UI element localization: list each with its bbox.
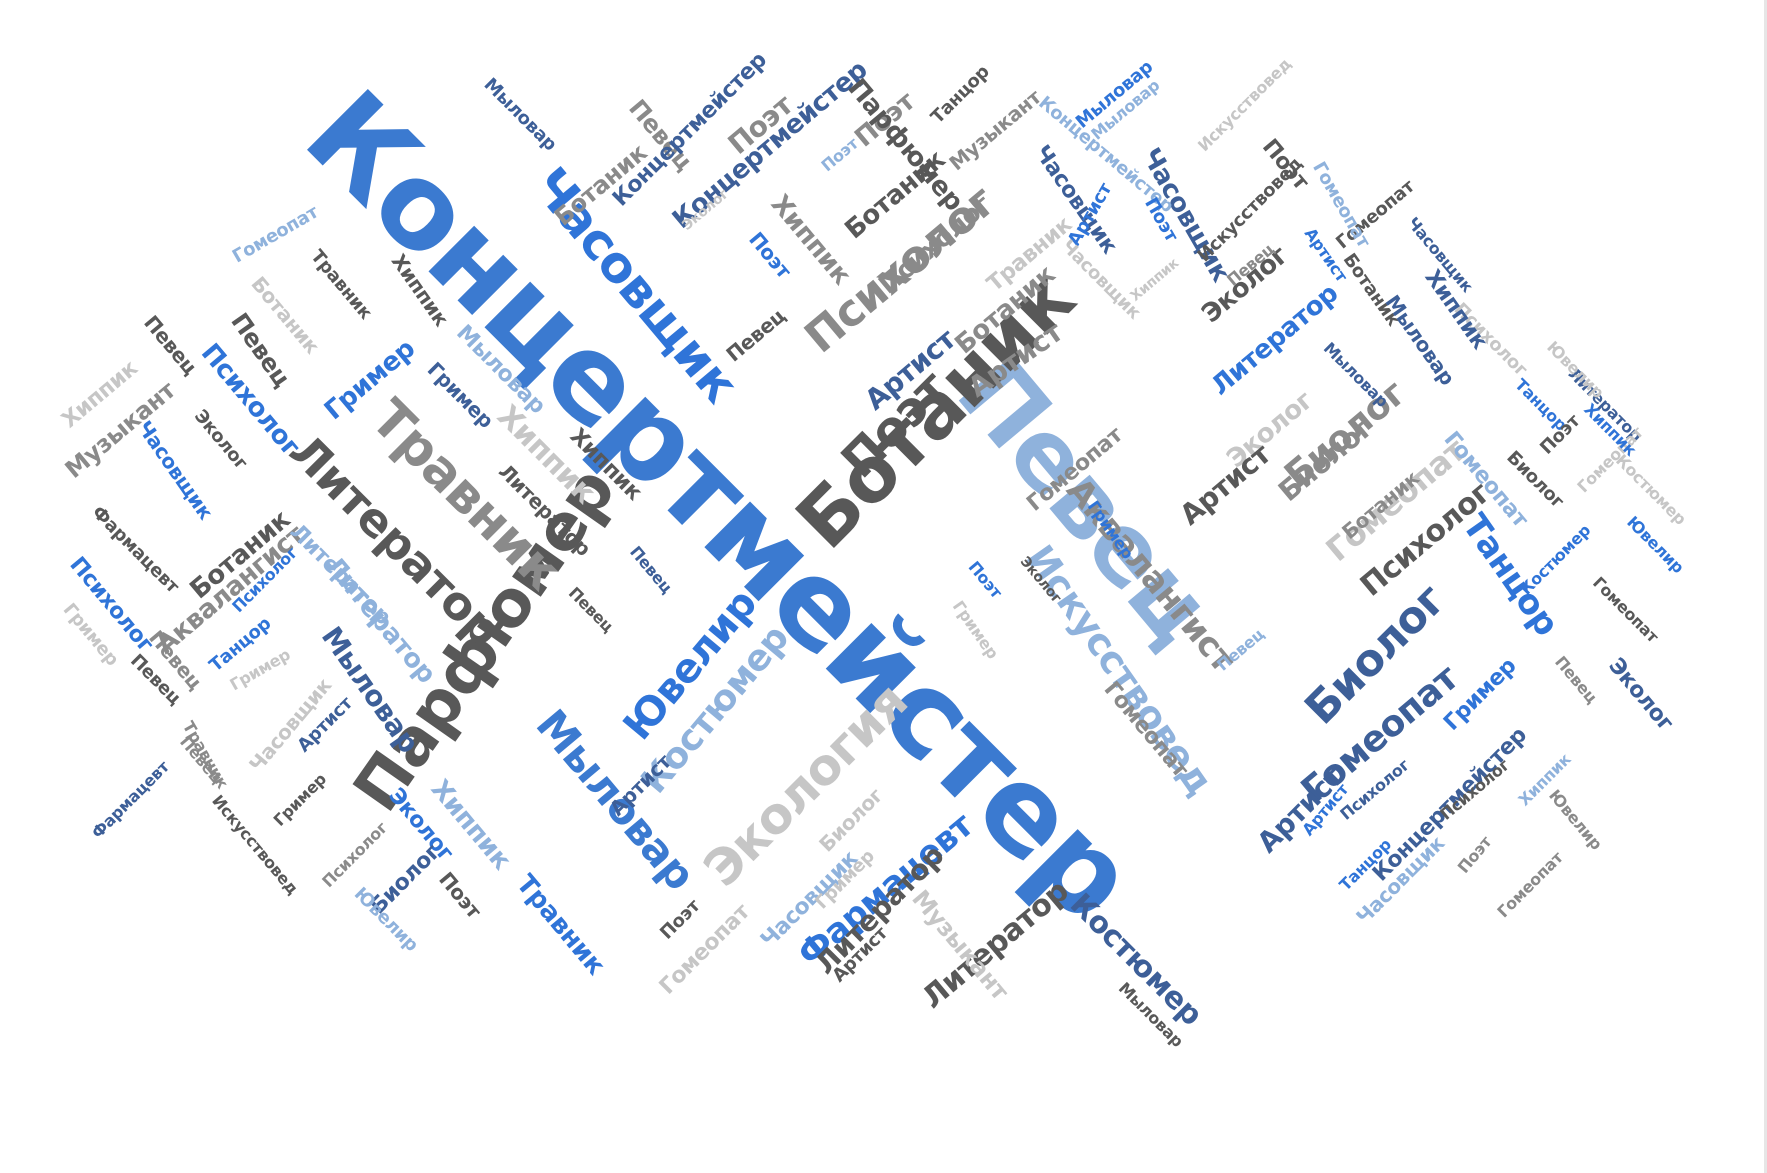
cloud-word: Эколог [1603, 653, 1678, 736]
cloud-word: Поэт [434, 867, 487, 923]
cloud-word: Певец [138, 310, 202, 380]
cloud-word: Поэт [964, 557, 1007, 602]
cloud-word: Поэт [1453, 832, 1496, 877]
cloud-word: Танцор [926, 61, 994, 128]
cloud-word: Костюмер [1515, 520, 1594, 599]
cloud-word: Ювелир [1545, 785, 1606, 854]
cloud-word: Ювелир [1543, 337, 1608, 402]
cloud-word: Хиппик [1127, 255, 1182, 305]
cloud-word: Травник [509, 869, 611, 981]
cloud-word: Гомеопат [1588, 572, 1662, 647]
cloud-word: Психолог [318, 818, 391, 892]
cloud-word: Певец [1550, 652, 1601, 708]
cloud-word: Травник [305, 245, 376, 324]
cloud-word: Мыловар [479, 74, 561, 156]
cloud-word: Гример [269, 769, 330, 830]
cloud-word: Искусствовед [1193, 153, 1307, 267]
cloud-word: Певец [564, 583, 617, 636]
cloud-word: Поэт [817, 133, 862, 176]
cloud-word: Гомеопат [1492, 847, 1567, 922]
cloud-word: Костюмер [1611, 450, 1690, 529]
cloud-word: Поэт [655, 895, 704, 944]
cloud-word: Певец [625, 542, 676, 598]
cloud-word: Эколог [189, 405, 251, 474]
cloud-word: Фармацевт [87, 757, 173, 843]
cloud-word: Певец [720, 303, 790, 367]
